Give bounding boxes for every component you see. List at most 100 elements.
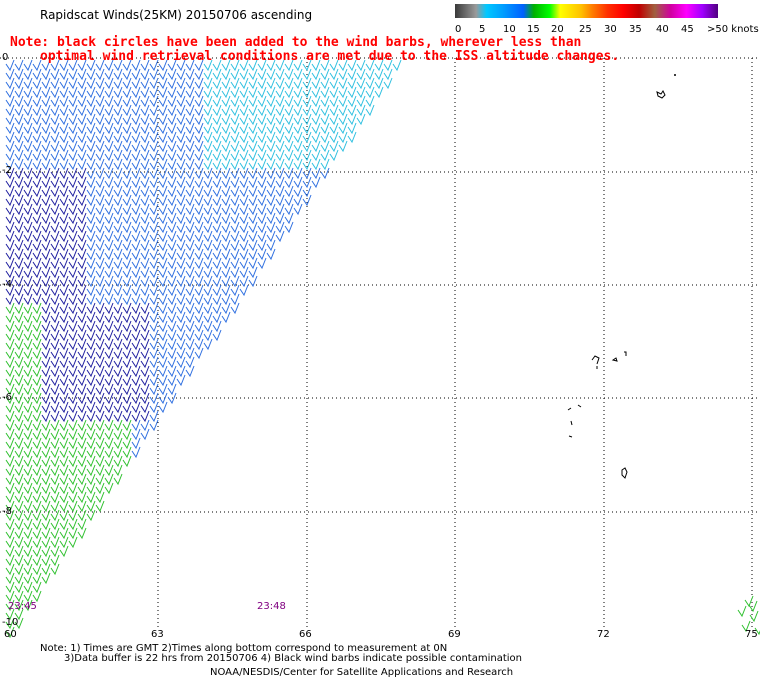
wind-barb [68,275,78,288]
wind-barb [41,356,51,369]
wind-barb [221,68,231,81]
wind-barb [212,257,222,270]
wind-barb [266,77,276,90]
wind-barb [194,140,204,153]
wind-barb [221,167,231,180]
wind-barb [320,59,330,72]
wind-barb [140,95,150,108]
legend-label-0: 0 [455,24,462,35]
wind-barb [302,122,312,135]
wind-barb [194,149,204,162]
wind-barb [50,293,60,306]
wind-barb [59,491,69,504]
wind-barb [158,158,168,171]
wind-barb [14,230,24,243]
wind-barb [131,59,141,72]
wind-barb [86,185,96,198]
wind-barb [50,284,60,297]
wind-barb [230,248,240,261]
wind-barb [86,212,96,225]
wind-barb [59,545,69,558]
wind-barb [167,68,177,81]
wind-barb [50,329,60,342]
wind-barb [23,77,33,90]
wind-barb [239,104,249,117]
wind-barb [185,356,195,369]
wind-barb [113,311,123,324]
wind-barb [5,257,15,270]
wind-barb [14,428,24,441]
wind-barb [248,230,258,243]
wind-barb [212,158,222,171]
wind-barb [131,374,141,387]
wind-barb [293,104,303,117]
wind-barb [185,167,195,180]
wind-barb [77,410,87,423]
wind-barb [131,185,141,198]
wind-barb [59,167,69,180]
wind-barb [59,473,69,486]
wind-barb [14,347,24,360]
wind-barb [5,311,15,324]
wind-barb [149,257,159,270]
wind-barb [266,140,276,153]
wind-barb [122,239,132,252]
wind-barb [212,86,222,99]
wind-barb [41,509,51,522]
wind-barb [203,86,213,99]
wind-barb [50,419,60,432]
wind-barb [32,437,42,450]
wind-barb [140,419,150,432]
wind-barb [68,428,78,441]
wind-barb [5,230,15,243]
note-line-2: optimal wind retrieval conditions are me… [40,49,620,64]
wind-barb [95,311,105,324]
wind-barb [203,113,213,126]
wind-barb [194,221,204,234]
wind-barb [122,392,132,405]
wind-barb [113,410,123,423]
wind-barb [5,500,15,513]
wind-barb [302,131,312,144]
wind-barb [140,221,150,234]
wind-barb [23,203,33,216]
wind-barb [32,509,42,522]
wind-barb [212,122,222,135]
wind-barb [212,302,222,315]
wind-barb [86,491,96,504]
wind-barb [23,599,33,612]
wind-barb [113,140,123,153]
wind-barb [176,77,186,90]
wind-barb [158,302,168,315]
wind-barb [86,140,96,153]
wind-barb [194,320,204,333]
wind-barb [275,68,285,81]
wind-barb [113,383,123,396]
wind-barb [59,95,69,108]
wind-barb [239,203,249,216]
wind-barb [77,275,87,288]
wind-barb [176,374,186,387]
wind-barb [86,104,96,117]
wind-barb [203,275,213,288]
wind-barb [14,194,24,207]
wind-barb [23,446,33,459]
wind-barb [59,140,69,153]
wind-barb [77,527,87,540]
wind-barb [14,581,24,594]
wind-barb [122,140,132,153]
wind-barb [167,86,177,99]
wind-barb [14,329,24,342]
wind-barb [86,392,96,405]
wind-barb [185,347,195,360]
wind-barb [23,527,33,540]
wind-barb [104,158,114,171]
wind-barb [248,149,258,162]
wind-barb [744,595,754,608]
wind-barb [77,482,87,495]
wind-barb [41,284,51,297]
wind-barb [59,446,69,459]
wind-barb [23,257,33,270]
wind-barb [32,572,42,585]
wind-barb [167,257,177,270]
